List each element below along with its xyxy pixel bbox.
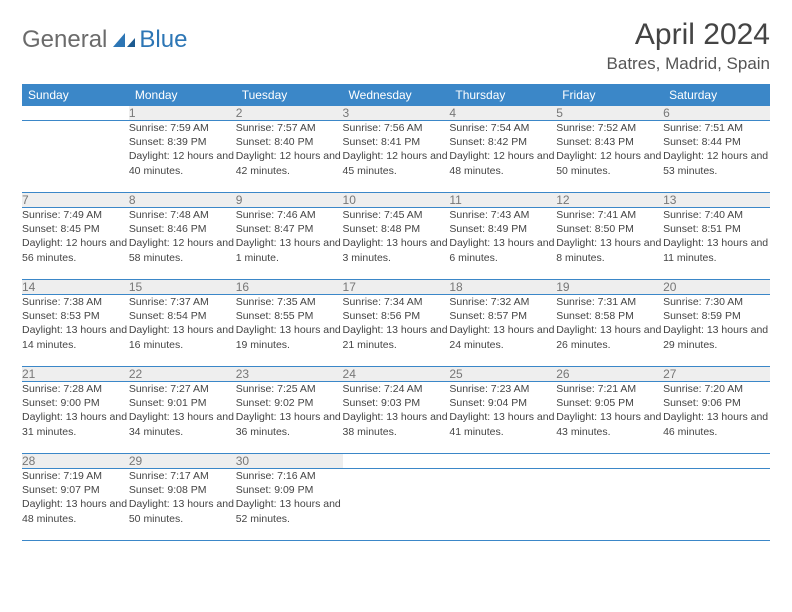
col-header: Saturday	[663, 84, 770, 106]
day-number-row: 282930	[22, 454, 770, 469]
day-content-row: Sunrise: 7:59 AMSunset: 8:39 PMDaylight:…	[22, 121, 770, 193]
day-header-row: Sunday Monday Tuesday Wednesday Thursday…	[22, 84, 770, 106]
day-number: 28	[22, 454, 129, 469]
col-header: Wednesday	[343, 84, 450, 106]
day-cell: Sunrise: 7:49 AMSunset: 8:45 PMDaylight:…	[22, 208, 129, 280]
day-number: 17	[343, 280, 450, 295]
day-content-row: Sunrise: 7:19 AMSunset: 9:07 PMDaylight:…	[22, 469, 770, 541]
day-cell	[449, 469, 556, 541]
day-number: 23	[236, 367, 343, 382]
header: General Blue April 2024 Batres, Madrid, …	[22, 18, 770, 74]
day-number: 4	[449, 106, 556, 121]
day-number: 3	[343, 106, 450, 121]
day-cell: Sunrise: 7:51 AMSunset: 8:44 PMDaylight:…	[663, 121, 770, 193]
day-cell: Sunrise: 7:25 AMSunset: 9:02 PMDaylight:…	[236, 382, 343, 454]
day-number: 22	[129, 367, 236, 382]
col-header: Thursday	[449, 84, 556, 106]
day-number	[449, 454, 556, 469]
day-cell	[556, 469, 663, 541]
day-cell: Sunrise: 7:54 AMSunset: 8:42 PMDaylight:…	[449, 121, 556, 193]
day-number-row: 123456	[22, 106, 770, 121]
day-number: 21	[22, 367, 129, 382]
day-cell: Sunrise: 7:17 AMSunset: 9:08 PMDaylight:…	[129, 469, 236, 541]
day-number: 9	[236, 193, 343, 208]
day-number: 5	[556, 106, 663, 121]
day-number	[343, 454, 450, 469]
calendar-table: Sunday Monday Tuesday Wednesday Thursday…	[22, 84, 770, 541]
day-cell: Sunrise: 7:35 AMSunset: 8:55 PMDaylight:…	[236, 295, 343, 367]
day-number: 20	[663, 280, 770, 295]
day-number: 24	[343, 367, 450, 382]
title-block: April 2024 Batres, Madrid, Spain	[607, 18, 770, 74]
day-cell: Sunrise: 7:37 AMSunset: 8:54 PMDaylight:…	[129, 295, 236, 367]
day-number: 25	[449, 367, 556, 382]
day-cell: Sunrise: 7:38 AMSunset: 8:53 PMDaylight:…	[22, 295, 129, 367]
day-cell: Sunrise: 7:32 AMSunset: 8:57 PMDaylight:…	[449, 295, 556, 367]
day-number: 27	[663, 367, 770, 382]
day-number: 1	[129, 106, 236, 121]
day-number-row: 21222324252627	[22, 367, 770, 382]
day-cell	[663, 469, 770, 541]
day-number: 12	[556, 193, 663, 208]
day-cell	[22, 121, 129, 193]
day-number: 18	[449, 280, 556, 295]
day-content-row: Sunrise: 7:49 AMSunset: 8:45 PMDaylight:…	[22, 208, 770, 280]
day-number: 29	[129, 454, 236, 469]
day-number	[663, 454, 770, 469]
day-cell: Sunrise: 7:46 AMSunset: 8:47 PMDaylight:…	[236, 208, 343, 280]
day-number-row: 78910111213	[22, 193, 770, 208]
day-content-row: Sunrise: 7:38 AMSunset: 8:53 PMDaylight:…	[22, 295, 770, 367]
calendar-body: 123456Sunrise: 7:59 AMSunset: 8:39 PMDay…	[22, 106, 770, 541]
day-cell: Sunrise: 7:27 AMSunset: 9:01 PMDaylight:…	[129, 382, 236, 454]
day-cell: Sunrise: 7:56 AMSunset: 8:41 PMDaylight:…	[343, 121, 450, 193]
col-header: Sunday	[22, 84, 129, 106]
day-number: 13	[663, 193, 770, 208]
logo-text-general: General	[22, 26, 107, 54]
day-number: 2	[236, 106, 343, 121]
day-content-row: Sunrise: 7:28 AMSunset: 9:00 PMDaylight:…	[22, 382, 770, 454]
day-cell: Sunrise: 7:57 AMSunset: 8:40 PMDaylight:…	[236, 121, 343, 193]
day-cell: Sunrise: 7:30 AMSunset: 8:59 PMDaylight:…	[663, 295, 770, 367]
day-number: 15	[129, 280, 236, 295]
day-number	[556, 454, 663, 469]
day-cell: Sunrise: 7:59 AMSunset: 8:39 PMDaylight:…	[129, 121, 236, 193]
page-title: April 2024	[607, 18, 770, 52]
logo-sail-icon	[111, 31, 137, 49]
logo: General Blue	[22, 18, 187, 54]
day-cell: Sunrise: 7:45 AMSunset: 8:48 PMDaylight:…	[343, 208, 450, 280]
day-number: 16	[236, 280, 343, 295]
logo-text-blue: Blue	[139, 26, 187, 54]
day-cell: Sunrise: 7:19 AMSunset: 9:07 PMDaylight:…	[22, 469, 129, 541]
day-cell: Sunrise: 7:24 AMSunset: 9:03 PMDaylight:…	[343, 382, 450, 454]
day-number: 10	[343, 193, 450, 208]
day-cell: Sunrise: 7:21 AMSunset: 9:05 PMDaylight:…	[556, 382, 663, 454]
day-cell: Sunrise: 7:16 AMSunset: 9:09 PMDaylight:…	[236, 469, 343, 541]
day-number: 19	[556, 280, 663, 295]
day-cell: Sunrise: 7:48 AMSunset: 8:46 PMDaylight:…	[129, 208, 236, 280]
day-number: 8	[129, 193, 236, 208]
col-header: Monday	[129, 84, 236, 106]
day-number-row: 14151617181920	[22, 280, 770, 295]
page-location: Batres, Madrid, Spain	[607, 54, 770, 74]
day-cell: Sunrise: 7:23 AMSunset: 9:04 PMDaylight:…	[449, 382, 556, 454]
day-cell: Sunrise: 7:20 AMSunset: 9:06 PMDaylight:…	[663, 382, 770, 454]
day-number: 30	[236, 454, 343, 469]
day-cell	[343, 469, 450, 541]
day-cell: Sunrise: 7:31 AMSunset: 8:58 PMDaylight:…	[556, 295, 663, 367]
day-number: 14	[22, 280, 129, 295]
col-header: Tuesday	[236, 84, 343, 106]
day-number: 7	[22, 193, 129, 208]
day-number: 26	[556, 367, 663, 382]
day-cell: Sunrise: 7:52 AMSunset: 8:43 PMDaylight:…	[556, 121, 663, 193]
col-header: Friday	[556, 84, 663, 106]
day-number: 11	[449, 193, 556, 208]
day-cell: Sunrise: 7:40 AMSunset: 8:51 PMDaylight:…	[663, 208, 770, 280]
day-cell: Sunrise: 7:34 AMSunset: 8:56 PMDaylight:…	[343, 295, 450, 367]
day-cell: Sunrise: 7:28 AMSunset: 9:00 PMDaylight:…	[22, 382, 129, 454]
day-number: 6	[663, 106, 770, 121]
day-number	[22, 106, 129, 121]
day-cell: Sunrise: 7:43 AMSunset: 8:49 PMDaylight:…	[449, 208, 556, 280]
day-cell: Sunrise: 7:41 AMSunset: 8:50 PMDaylight:…	[556, 208, 663, 280]
